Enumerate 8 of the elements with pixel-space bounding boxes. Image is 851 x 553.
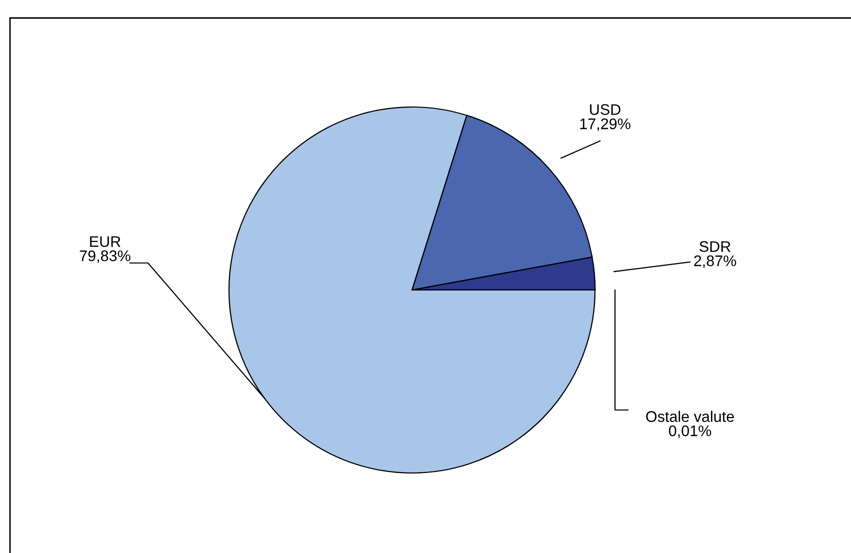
data-label: 0,01%	[668, 425, 712, 438]
slice-label: SDR	[700, 241, 730, 252]
slice-label: Ostale valute	[646, 410, 734, 422]
slice-label: USD	[590, 104, 620, 115]
data-label: 79,83%	[80, 250, 130, 264]
data-label: 17,29%	[580, 118, 630, 132]
slice-label: EUR	[90, 236, 120, 247]
data-label: 2,87%	[694, 255, 736, 268]
